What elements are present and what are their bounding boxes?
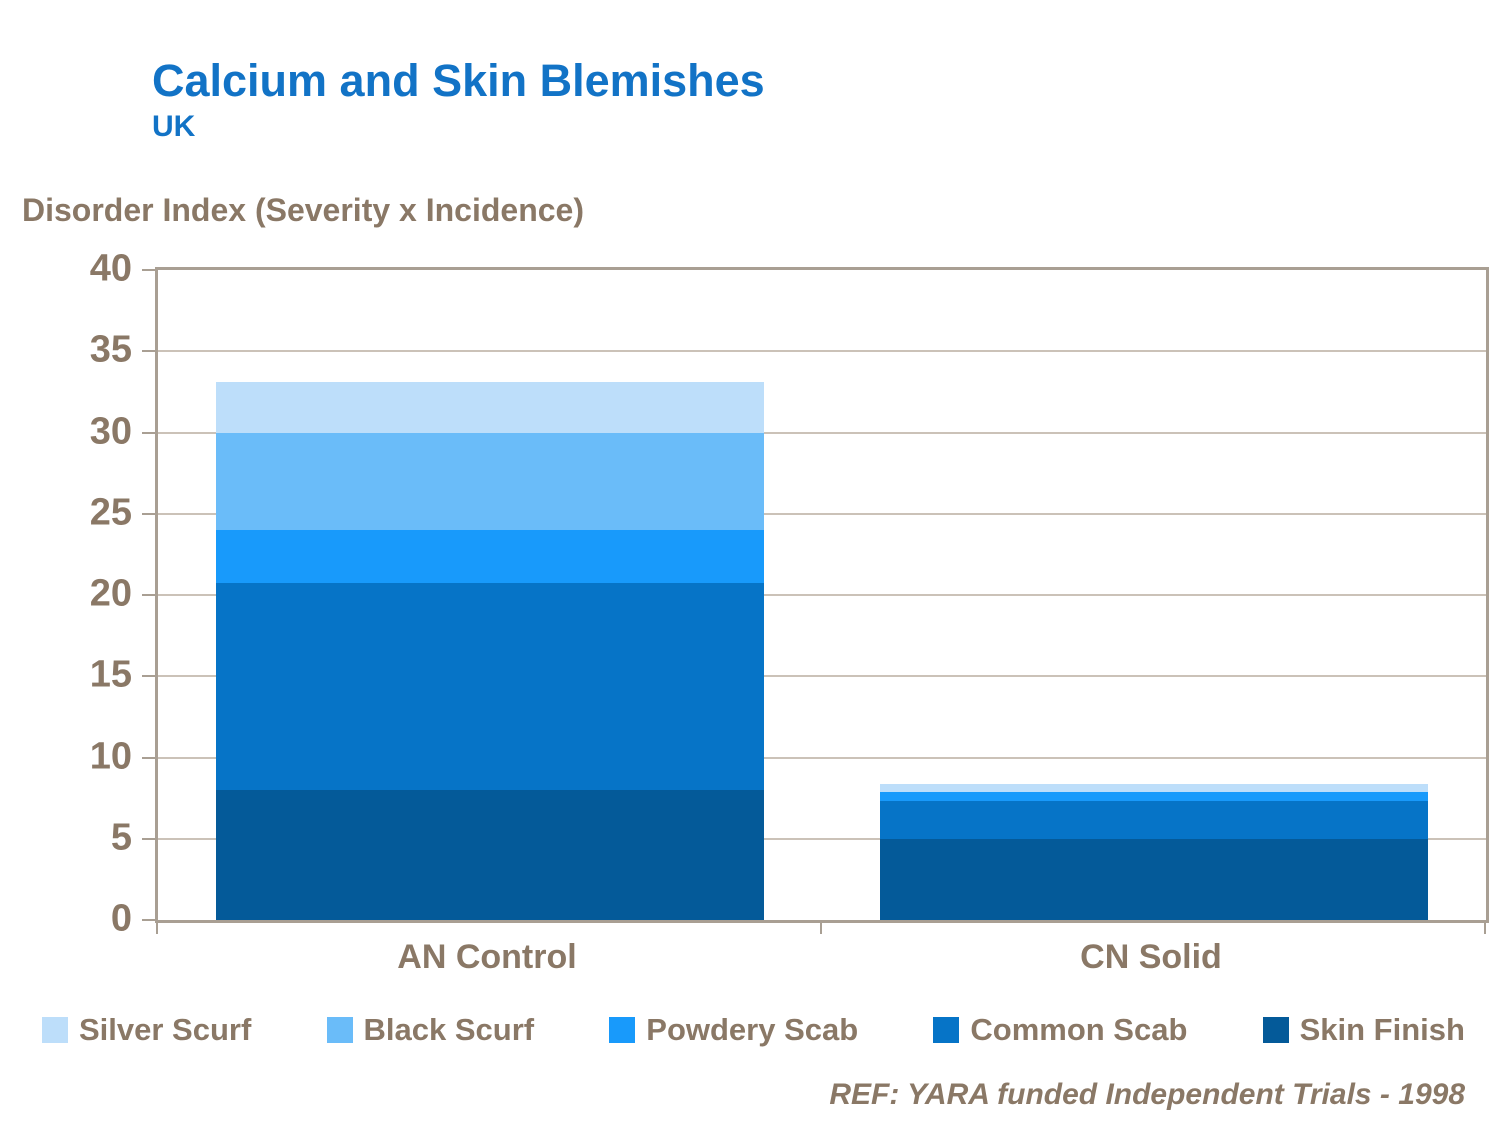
y-tick-mark xyxy=(142,837,155,840)
x-category-label: AN Control xyxy=(397,938,577,976)
x-tick-mark xyxy=(156,920,158,934)
bar-segment-common-scab xyxy=(880,801,1428,839)
legend-label: Common Scab xyxy=(970,1012,1188,1047)
y-axis-title: Disorder Index (Severity x Incidence) xyxy=(22,192,584,228)
x-tick-mark xyxy=(820,920,822,934)
y-tick-label: 40 xyxy=(89,247,132,290)
legend-label: Powdery Scab xyxy=(646,1012,859,1047)
y-tick-label: 30 xyxy=(89,410,132,452)
legend-item-black-scurf: Black Scurf xyxy=(326,1012,535,1048)
legend-item-powdery-scab: Powdery Scab xyxy=(609,1012,858,1048)
y-tick-label: 25 xyxy=(89,491,132,534)
y-tick-mark xyxy=(142,269,155,271)
legend-item-common-scab: Common Scab xyxy=(933,1012,1187,1048)
gridline xyxy=(158,512,1486,515)
gridline xyxy=(158,594,1486,596)
legend: Silver Scurf Black Scurf Powdery Scab Commo… xyxy=(42,1012,1465,1048)
bar-segment-powdery-scab xyxy=(880,791,1428,802)
bar-segment-skin-finish xyxy=(216,790,764,920)
page-subtitle: UK xyxy=(152,110,196,143)
bar-segment-black-scurf xyxy=(216,432,764,530)
legend-item-skin-finish: Skin Finish xyxy=(1262,1012,1465,1048)
page-title: Calcium and Skin Blemishes xyxy=(152,55,765,106)
y-tick-mark xyxy=(142,350,155,353)
legend-swatch xyxy=(609,1017,636,1043)
y-axis-labels: 0 5 10 15 20 25 30 35 40 xyxy=(0,0,132,1125)
y-tick-mark xyxy=(142,919,155,921)
y-tick-mark xyxy=(142,431,155,434)
gridline xyxy=(158,350,1486,353)
legend-label: Black Scurf xyxy=(363,1012,535,1047)
y-tick-mark xyxy=(142,675,155,678)
bar-segment-common-scab xyxy=(216,582,764,790)
legend-swatch xyxy=(1262,1017,1289,1043)
legend-item-silver-scurf: Silver Scurf xyxy=(42,1012,251,1048)
bar-segment-silver-scurf xyxy=(216,382,764,433)
x-tick-mark xyxy=(1484,920,1486,934)
y-tick-label: 0 xyxy=(110,897,132,940)
bar-segment-skin-finish xyxy=(880,838,1428,920)
bar-an-control xyxy=(216,270,764,920)
gridline xyxy=(158,675,1486,678)
y-tick-mark xyxy=(142,512,155,515)
y-tick-label: 20 xyxy=(89,572,132,615)
reference-text: REF: YARA funded Independent Trials - 19… xyxy=(829,1078,1465,1111)
legend-swatch xyxy=(933,1017,960,1043)
legend-swatch xyxy=(42,1017,68,1043)
y-tick-mark xyxy=(142,594,155,596)
bar-segment-powdery-scab xyxy=(216,530,764,583)
y-tick-label: 10 xyxy=(89,735,132,777)
gridline xyxy=(158,837,1486,840)
y-tick-label: 5 xyxy=(110,816,132,859)
plot-area xyxy=(155,267,1489,923)
legend-label: Silver Scurf xyxy=(79,1012,252,1047)
y-tick-label: 15 xyxy=(89,653,132,696)
y-tick-label: 35 xyxy=(89,328,132,371)
y-tick-mark xyxy=(142,756,155,759)
legend-label: Skin Finish xyxy=(1299,1012,1465,1047)
gridline xyxy=(158,431,1486,434)
x-category-label: CN Solid xyxy=(1080,938,1222,976)
bar-cn-solid xyxy=(880,270,1428,920)
gridline xyxy=(158,756,1486,759)
bar-segment-silver-scurf xyxy=(880,783,1428,792)
legend-swatch xyxy=(326,1017,353,1043)
